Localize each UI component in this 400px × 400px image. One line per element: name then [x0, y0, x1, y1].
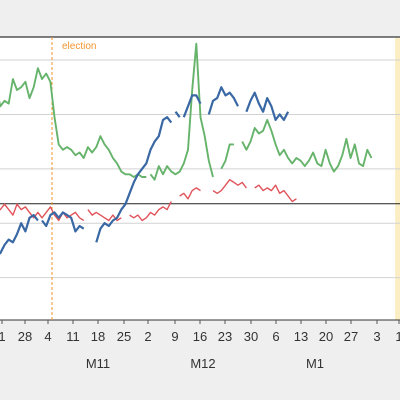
x-axis-tick-labels: 1 28 4 11 18 25 2 9 16 23 30 6 13 20 27 …: [0, 329, 400, 344]
shaded-region: [395, 38, 400, 320]
series-blue-segment: [95, 116, 173, 243]
plot-background: [0, 37, 400, 320]
tick-label: 23: [218, 329, 232, 344]
month-label-m11: M11: [86, 356, 110, 371]
month-label-m12: M12: [190, 356, 215, 371]
series-blue-segment: [41, 211, 85, 233]
tick-label: 9: [171, 329, 178, 344]
tick-label: 13: [294, 329, 308, 344]
tick-label: 2: [144, 329, 151, 344]
tick-label: 11: [66, 329, 80, 344]
series-green-segment: [149, 42, 214, 181]
tick-label: 18: [91, 329, 105, 344]
tick-label: 30: [244, 329, 258, 344]
series-red-segment: [129, 201, 172, 222]
series-green-segment: [220, 143, 234, 170]
series-red-segment: [212, 178, 247, 195]
month-label-m1: M1: [306, 356, 324, 371]
tick-label: 6: [272, 329, 279, 344]
series-red-segment: [254, 184, 297, 203]
x-axis-ticks: [1, 320, 400, 324]
tick-label: 3: [373, 329, 380, 344]
series-blue-segment: [207, 86, 239, 115]
month-labels: M11 M12 M1: [86, 356, 324, 371]
tick-label: 28: [18, 329, 32, 344]
tick-label: 1: [395, 329, 400, 344]
tick-label: 1: [0, 329, 6, 344]
series-green-segment: [241, 118, 373, 173]
series-blue-segment: [182, 94, 202, 118]
election-label: election: [62, 41, 96, 52]
series-blue-segment: [174, 111, 181, 118]
tick-label: 27: [344, 329, 358, 344]
series-red-segment: [179, 187, 201, 200]
series-lines: [0, 42, 373, 255]
series-blue-segment: [245, 91, 290, 122]
tick-label: 16: [193, 329, 207, 344]
tick-label: 20: [319, 329, 333, 344]
tick-label: 4: [44, 329, 51, 344]
series-green-segment: [0, 67, 147, 178]
tick-label: 25: [117, 329, 131, 344]
series-blue-segment: [0, 214, 39, 255]
